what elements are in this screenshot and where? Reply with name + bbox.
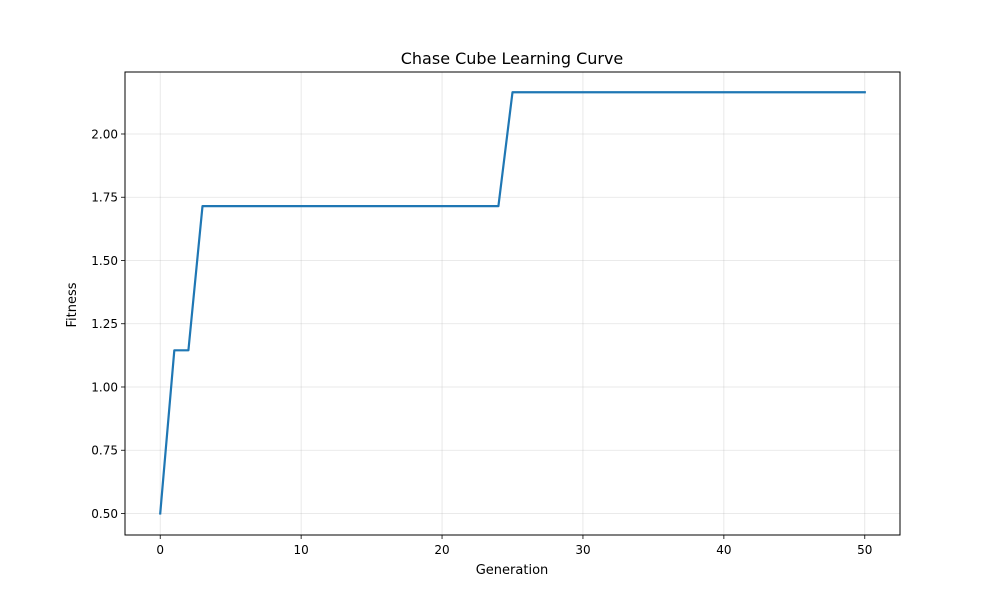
y-axis-label: Fitness [65, 282, 80, 327]
x-axis-label: Generation [476, 563, 549, 578]
series-layer [159, 91, 866, 515]
y-tick-label: 1.25 [91, 317, 118, 331]
x-tick-label: 20 [434, 543, 449, 557]
plot-frame [124, 71, 901, 536]
y-tick-label: 2.00 [91, 127, 118, 141]
y-tick-label: 1.75 [91, 191, 118, 205]
x-tick-label: 40 [716, 543, 731, 557]
x-ticks: 0 10 20 30 40 50 [156, 535, 872, 557]
x-tick-label: 30 [575, 543, 590, 557]
series-line-0 [159, 91, 866, 515]
x-tick-label: 10 [293, 543, 308, 557]
y-tick-label: 0.50 [91, 507, 118, 521]
x-tick-label: 50 [857, 543, 872, 557]
y-ticks: 0.50 0.75 1.00 1.25 1.50 1.75 2.00 [91, 127, 125, 521]
grid [125, 72, 900, 535]
y-tick-label: 0.75 [91, 444, 118, 458]
y-tick-label: 1.00 [91, 380, 118, 394]
y-tick-label: 1.50 [91, 254, 118, 268]
chart-title: Chase Cube Learning Curve [401, 49, 624, 68]
x-tick-label: 0 [156, 543, 164, 557]
